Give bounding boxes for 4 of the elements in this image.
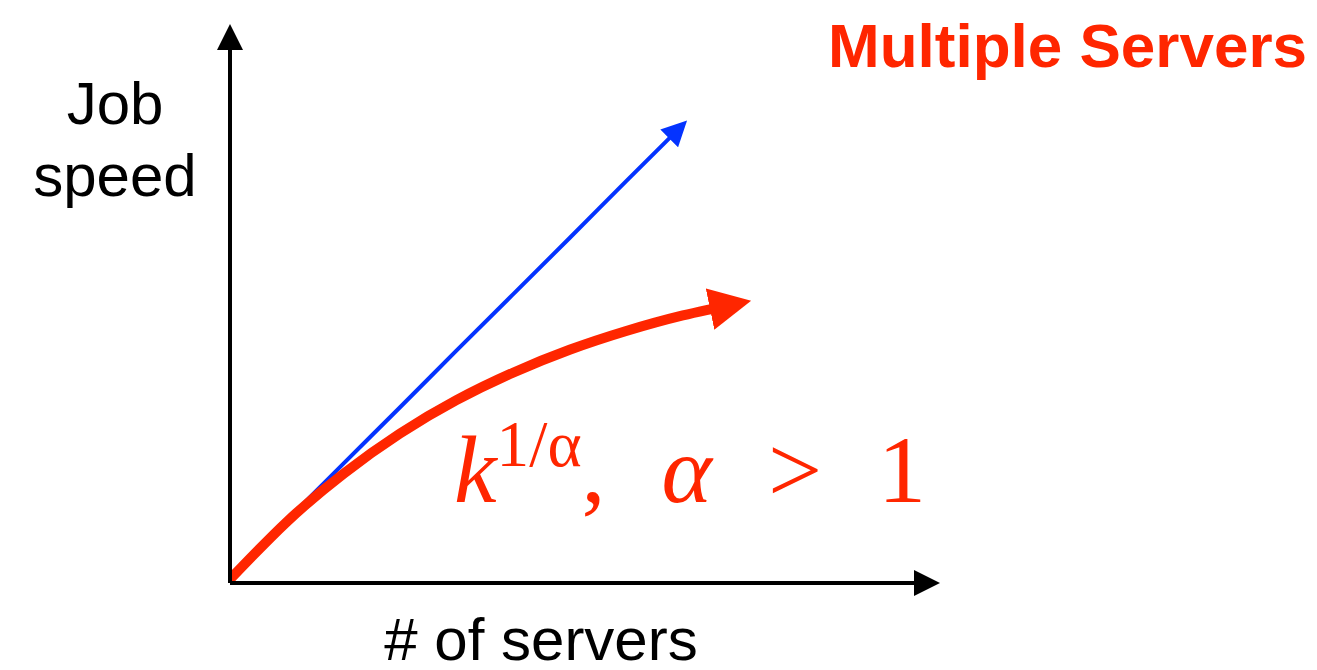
text: Multiple Servers xyxy=(828,11,1307,80)
y-axis-title: Job speed xyxy=(33,70,197,209)
x-axis-title: # of servers xyxy=(384,606,698,670)
series-label: k$^{1/α}$, α > 1 xyxy=(454,408,927,523)
